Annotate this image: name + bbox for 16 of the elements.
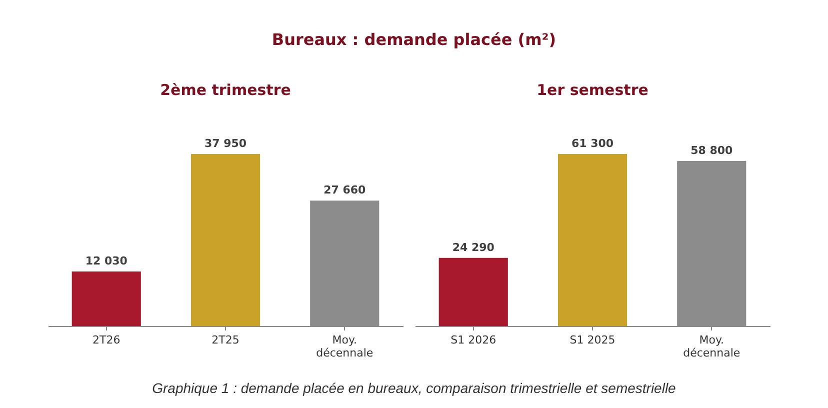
chart-title: 2ème trimestre	[160, 81, 291, 99]
x-tick-label: Moy. décennale	[316, 334, 374, 360]
x-tick-label: 2T25	[212, 334, 240, 346]
data-label: 58 800	[690, 144, 734, 158]
data-label: 61 300	[571, 137, 614, 150]
text: Graphique 1 : demande placée en bureaux, comparaison trimestrielle et semestrielle	[151, 380, 677, 396]
data-label: 12 030	[85, 254, 128, 268]
data-label: 24 290	[452, 240, 495, 254]
x-tick-label: S1 2025	[570, 334, 616, 346]
data-label: 37 950	[204, 137, 247, 150]
chart-title: 1er semestre	[536, 81, 648, 99]
x-tick-label: S1 2026	[450, 334, 496, 346]
x-tick-label: 2T26	[92, 334, 120, 346]
data-label: 27 660	[324, 184, 366, 197]
x-tick-label: Moy. décennale	[683, 334, 740, 360]
text: Bureaux : demande placée (m²)	[270, 30, 558, 49]
